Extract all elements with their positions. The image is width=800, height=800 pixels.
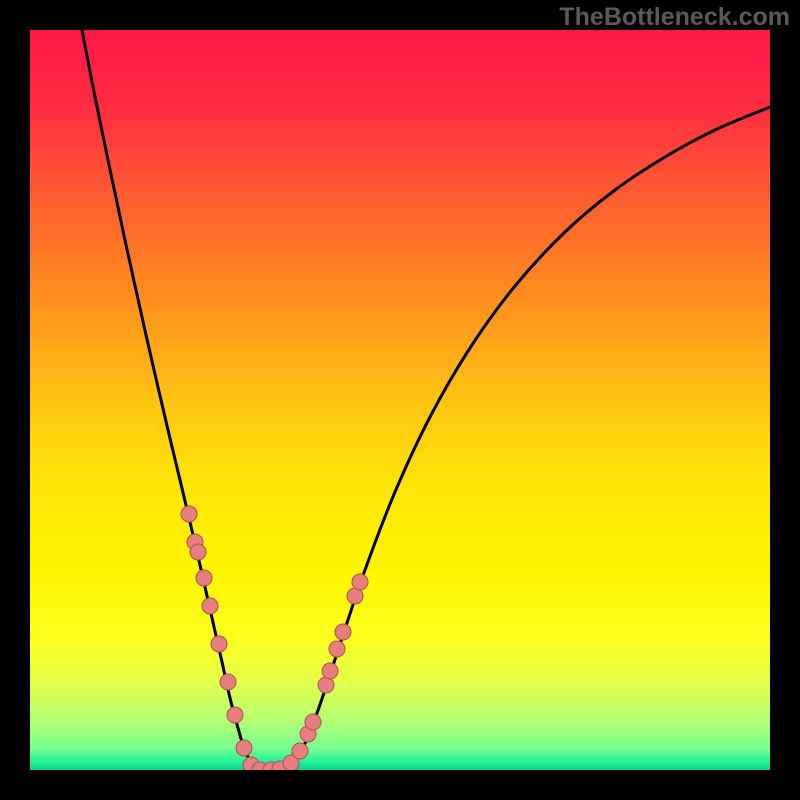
data-marker xyxy=(196,570,212,586)
data-marker xyxy=(236,740,252,756)
data-marker xyxy=(322,663,338,679)
data-marker xyxy=(329,641,345,657)
data-marker xyxy=(190,544,206,560)
data-marker xyxy=(181,506,197,522)
data-marker xyxy=(318,677,334,693)
gradient-background xyxy=(30,30,770,770)
data-marker xyxy=(227,707,243,723)
data-marker xyxy=(202,598,218,614)
plot-area xyxy=(30,30,770,770)
watermark-text: TheBottleneck.com xyxy=(559,3,790,32)
data-marker xyxy=(335,624,351,640)
data-marker xyxy=(292,743,308,759)
chart-svg xyxy=(30,30,770,770)
chart-frame: TheBottleneck.com xyxy=(0,0,800,800)
data-marker xyxy=(352,574,368,590)
data-marker xyxy=(305,714,321,730)
data-marker xyxy=(211,636,227,652)
data-marker xyxy=(220,674,236,690)
